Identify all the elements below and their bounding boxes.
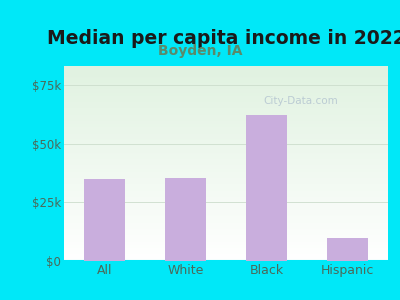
Bar — [84, 179, 125, 261]
Text: Boyden, IA: Boyden, IA — [158, 44, 242, 58]
Title: Median per capita income in 2022: Median per capita income in 2022 — [47, 29, 400, 48]
Bar — [165, 178, 206, 261]
Bar — [246, 115, 287, 261]
Text: City-Data.com: City-Data.com — [263, 96, 338, 106]
Bar — [327, 238, 368, 261]
